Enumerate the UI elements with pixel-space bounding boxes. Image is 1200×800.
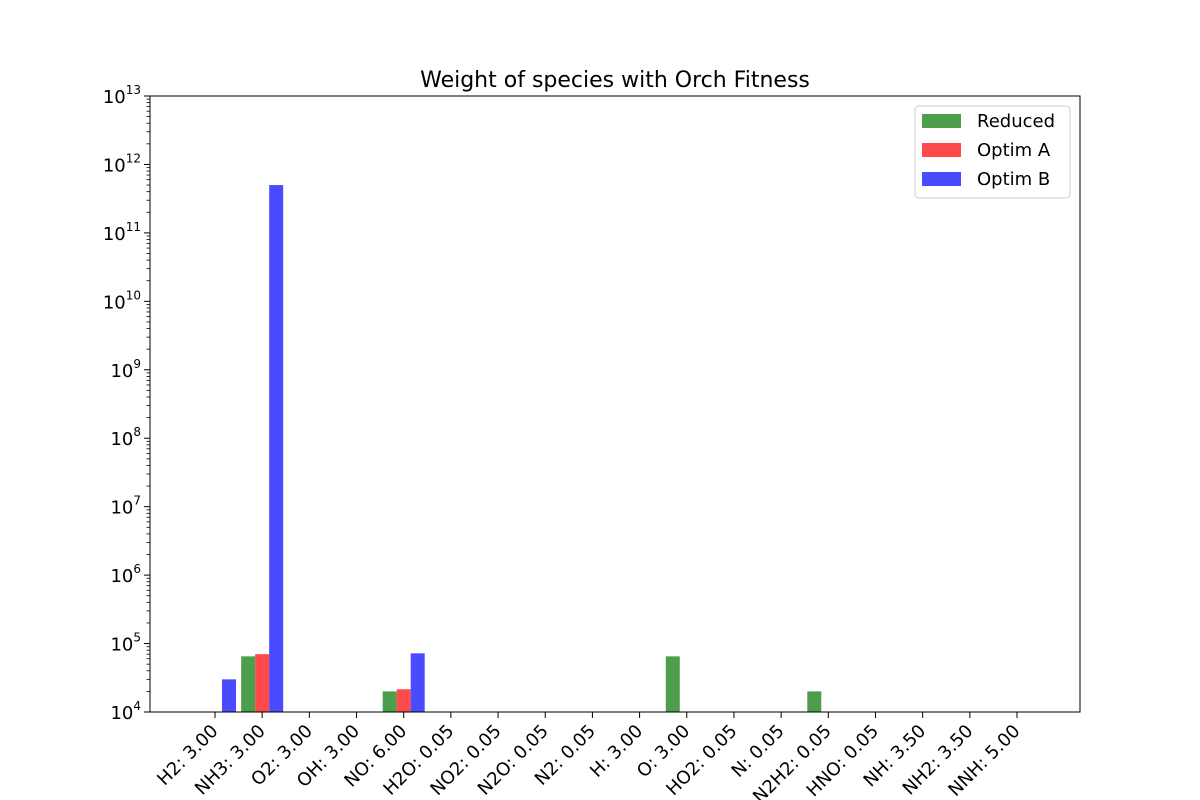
bar-reduced-10 — [665, 656, 680, 712]
y-tick-base: 10 — [110, 703, 133, 724]
y-tick-label: 1010 — [103, 288, 141, 313]
y-tick-exponent: 9 — [133, 357, 141, 371]
y-tick-label: 107 — [110, 494, 141, 519]
bar-reduced-13 — [807, 691, 822, 712]
plot-frame — [149, 95, 1081, 713]
y-tick-base: 10 — [110, 429, 133, 450]
legend: Reduced Optim A Optim B — [914, 105, 1071, 199]
y-tick-label: 1013 — [103, 83, 141, 108]
y-tick-base: 10 — [103, 292, 126, 313]
y-tick-base: 10 — [110, 361, 133, 382]
y-tick-base: 10 — [110, 498, 133, 519]
legend-label: Optim B — [977, 169, 1050, 190]
y-tick-base: 10 — [103, 155, 126, 176]
y-tick-label: 109 — [110, 357, 141, 382]
y-tick-exponent: 7 — [133, 494, 141, 508]
chart-title: Weight of species with Orch Fitness — [420, 68, 810, 93]
y-tick-exponent: 5 — [133, 631, 141, 645]
y-tick-base: 10 — [103, 87, 126, 108]
y-tick-exponent: 12 — [126, 151, 141, 165]
y-tick-base: 10 — [110, 566, 133, 587]
bar-optim-b-0 — [222, 679, 236, 712]
y-tick-label: 105 — [110, 631, 141, 656]
legend-swatch-optim-b — [922, 172, 961, 186]
y-tick-label: 104 — [110, 699, 141, 724]
y-tick-exponent: 8 — [133, 425, 141, 439]
legend-label: Optim A — [977, 140, 1051, 161]
legend-label: Reduced — [977, 111, 1055, 132]
y-tick-base: 10 — [103, 224, 126, 245]
bars — [222, 185, 822, 712]
y-tick-label: 1011 — [103, 220, 141, 245]
y-tick-exponent: 6 — [133, 562, 141, 576]
y-tick-label: 108 — [110, 425, 141, 450]
bar-optim-b-4 — [410, 653, 425, 712]
y-tick-base: 10 — [110, 635, 133, 656]
bar-optim-a-4 — [396, 689, 411, 712]
bar-optim-a-1 — [255, 654, 270, 712]
y-tick-exponent: 4 — [133, 699, 141, 713]
y-tick-label: 106 — [110, 562, 141, 587]
y-tick-exponent: 13 — [126, 83, 141, 97]
y-tick-exponent: 11 — [126, 220, 141, 234]
bar-reduced-4 — [382, 691, 397, 712]
bar-optim-b-1 — [269, 185, 284, 712]
legend-swatch-reduced — [922, 114, 961, 128]
bar-reduced-1 — [241, 656, 256, 712]
y-tick-label: 1012 — [103, 151, 141, 176]
y-tick-exponent: 10 — [126, 288, 141, 302]
legend-swatch-optim-a — [922, 143, 961, 157]
